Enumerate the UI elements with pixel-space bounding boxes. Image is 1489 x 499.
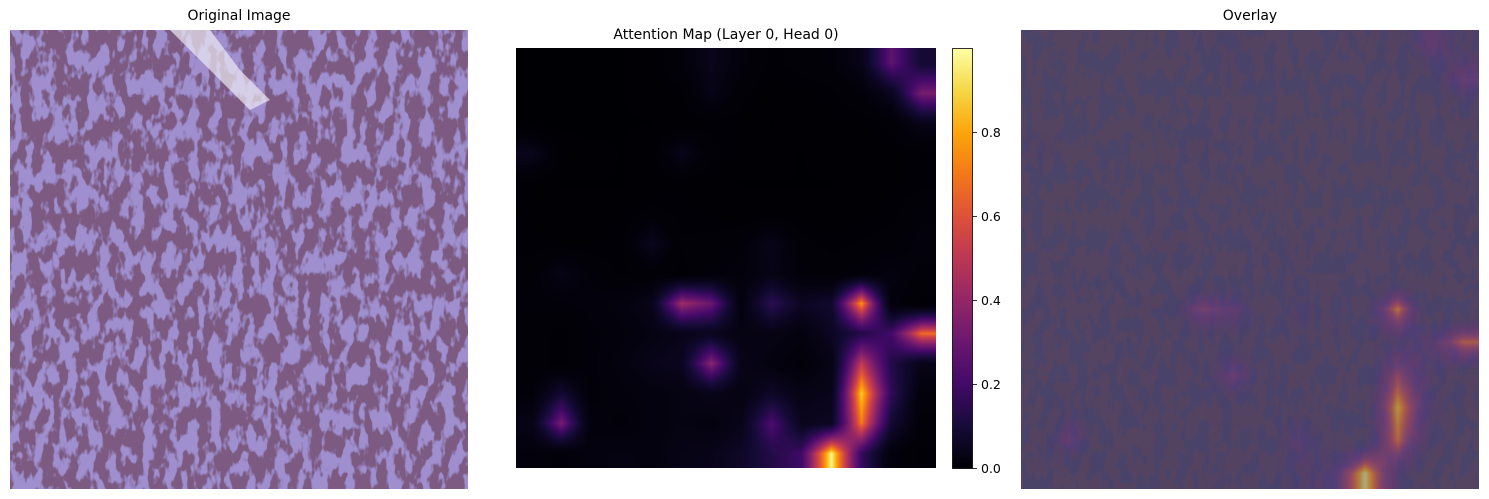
overlay-heat-layer: [1021, 30, 1479, 489]
overlay-image: [1021, 30, 1479, 489]
original-image-title: Original Image: [187, 8, 291, 24]
colorbar-tick-label: 0.8: [981, 125, 1001, 140]
colorbar-tick-label: 0.4: [981, 293, 1001, 308]
colorbar-gradient: [952, 48, 973, 469]
colorbar-tick-label: 0.2: [981, 377, 1001, 392]
attention-map-title: Attention Map (Layer 0, Head 0): [613, 27, 839, 43]
original-image: [10, 30, 468, 489]
colorbar-tick-label: 0.6: [981, 209, 1001, 224]
overlay-title: Overlay: [1222, 8, 1278, 24]
colorbar-tick-label: 0.0: [981, 461, 1001, 476]
colorbar: 0.0 0.2 0.4 0.6 0.8: [952, 48, 1012, 478]
attention-heatmap-canvas: [516, 48, 936, 468]
colorbar-ticks: 0.0 0.2 0.4 0.6 0.8: [972, 125, 1001, 476]
attention-heatmap: [516, 48, 936, 468]
